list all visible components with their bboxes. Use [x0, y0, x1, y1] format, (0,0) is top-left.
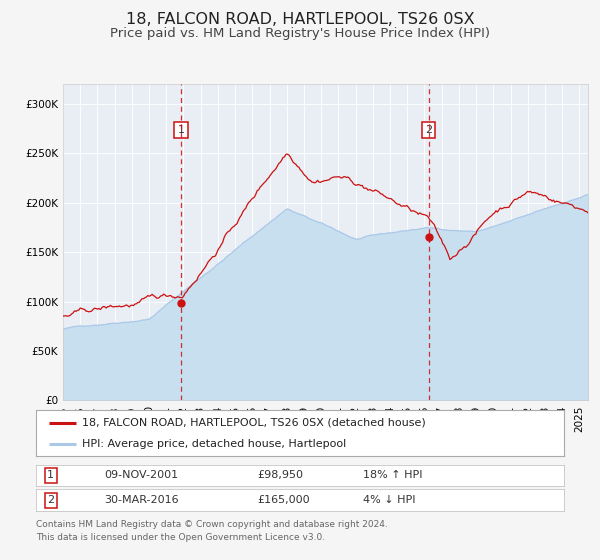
Text: Contains HM Land Registry data © Crown copyright and database right 2024.: Contains HM Land Registry data © Crown c… [36, 520, 388, 529]
Text: Price paid vs. HM Land Registry's House Price Index (HPI): Price paid vs. HM Land Registry's House … [110, 27, 490, 40]
Text: £165,000: £165,000 [258, 495, 310, 505]
Text: 2: 2 [425, 125, 432, 135]
Text: 09-NOV-2001: 09-NOV-2001 [104, 470, 179, 480]
Text: HPI: Average price, detached house, Hartlepool: HPI: Average price, detached house, Hart… [82, 439, 347, 449]
Text: 18, FALCON ROAD, HARTLEPOOL, TS26 0SX: 18, FALCON ROAD, HARTLEPOOL, TS26 0SX [125, 12, 475, 27]
Text: 18% ↑ HPI: 18% ↑ HPI [364, 470, 423, 480]
Text: £98,950: £98,950 [258, 470, 304, 480]
Text: This data is licensed under the Open Government Licence v3.0.: This data is licensed under the Open Gov… [36, 533, 325, 542]
Text: 4% ↓ HPI: 4% ↓ HPI [364, 495, 416, 505]
Text: 1: 1 [178, 125, 185, 135]
Text: 1: 1 [47, 470, 54, 480]
Text: 18, FALCON ROAD, HARTLEPOOL, TS26 0SX (detached house): 18, FALCON ROAD, HARTLEPOOL, TS26 0SX (d… [82, 418, 426, 428]
Text: 2: 2 [47, 495, 55, 505]
Text: 30-MAR-2016: 30-MAR-2016 [104, 495, 179, 505]
